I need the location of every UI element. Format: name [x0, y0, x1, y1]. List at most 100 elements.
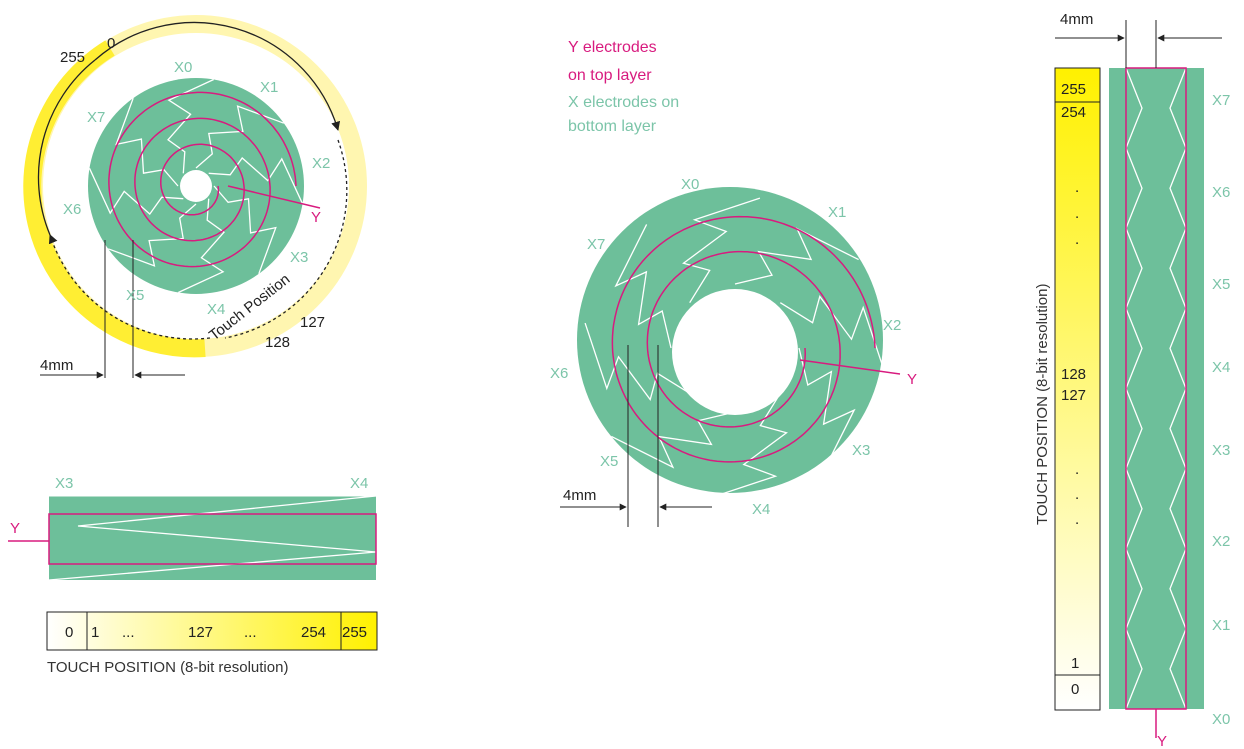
wheel-zigzag	[107, 203, 197, 267]
wheel-dimension-label: 4mm	[40, 357, 73, 374]
wheel-spiral-path	[108, 91, 297, 268]
vslider-label-x3: X3	[1212, 442, 1230, 459]
arrow-clockwise-top	[94, 21, 341, 131]
hslider-scale-1: 1	[91, 624, 99, 641]
wheel-zigzag	[195, 105, 285, 169]
vslider-label-x5: X5	[1212, 276, 1230, 293]
legend: Y electrodes on top layer X electrodes o…	[568, 39, 679, 135]
ring-zigzag	[709, 392, 788, 499]
ring-zigzag	[611, 411, 736, 469]
ring-labels: X0 X1 X2 X3 X4 X5 X6 X7 Y 4mm	[550, 176, 917, 518]
wheel-label-y: Y	[311, 209, 321, 226]
wheel-label-x0: X0	[174, 59, 192, 76]
wheel-label-x5: X5	[126, 287, 144, 304]
hslider-scale-bar	[46, 611, 378, 651]
legend-y-line2: on top layer	[568, 67, 652, 84]
legend-y-line1: Y electrodes	[568, 39, 657, 56]
wheel-zigzag-lines	[88, 78, 304, 294]
ring-label-x3: X3	[852, 442, 870, 459]
vslider-scale-127: 127	[1061, 387, 1086, 404]
vslider-caption: TOUCH POSITION (8-bit resolution)	[1034, 284, 1051, 525]
vslider-label-x4: X4	[1212, 359, 1230, 376]
legend-x-line2: bottom layer	[568, 118, 657, 135]
ring-label-x6: X6	[550, 365, 568, 382]
ring-zigzag	[614, 224, 672, 349]
wheel-label-x1: X1	[260, 79, 278, 96]
ring-dimension-label: 4mm	[563, 487, 596, 504]
vslider-scale-254: 254	[1061, 104, 1086, 121]
ring-spiral-path	[611, 215, 876, 463]
hslider-scale-254: 254	[301, 624, 326, 641]
wheel-slider-diagram	[23, 15, 367, 379]
vslider-label-y: Y	[1157, 733, 1167, 749]
wheel-label-x6: X6	[63, 201, 81, 218]
arrow-dashed-right	[224, 139, 348, 339]
ring-label-x7: X7	[587, 236, 605, 253]
ring-center-hole	[672, 289, 798, 415]
wheel-y-spiral	[108, 91, 297, 268]
wheel-pos-127: 127	[300, 314, 325, 331]
wheel-pos-128: 128	[265, 334, 290, 351]
vslider-electrode	[1109, 68, 1204, 709]
ring-zigzag-lines	[584, 197, 886, 499]
vslider-label-x7: X7	[1212, 92, 1230, 109]
wheel-pos-end: 255	[60, 49, 85, 66]
vslider-label-x6: X6	[1212, 184, 1230, 201]
wheel-label-x2: X2	[312, 155, 330, 172]
hslider-label-x3: X3	[55, 475, 73, 492]
vslider-scale-0: 0	[1071, 681, 1079, 698]
wheel-zigzag	[208, 157, 304, 204]
ring-slider-diagram	[560, 187, 901, 527]
arrow-dashed-bottom	[49, 234, 211, 340]
ring-zigzag	[584, 322, 691, 401]
ring-y-lead	[799, 359, 901, 375]
hslider-scale-dots-b: ...	[244, 624, 257, 641]
ring-zigzag	[798, 347, 856, 472]
vslider-scale-bar	[1054, 67, 1101, 711]
wheel-zigzag	[115, 97, 179, 187]
wheel-zigzag	[213, 185, 277, 275]
hslider-labels: X3 X4 Y 0 1 ... 127 ... 254 255 TOUCH PO…	[10, 475, 368, 676]
vslider-label-x2: X2	[1212, 533, 1230, 550]
vslider-label-x0: X0	[1212, 711, 1230, 728]
wheel-zigzag	[88, 168, 184, 215]
ring-y-spiral	[611, 215, 876, 463]
vslider-labels: 4mm X7 X6 X5 X4 X3 X2 X1 X0 Y 255 254 . …	[1034, 11, 1230, 749]
vslider-scale-1: 1	[1071, 655, 1079, 672]
wheel-label-x4: X4	[207, 301, 225, 318]
vslider-label-x1: X1	[1212, 617, 1230, 634]
wheel-zigzag	[178, 198, 225, 294]
hslider-zigzag	[48, 495, 377, 581]
vertical-slider-diagram	[1054, 20, 1222, 738]
hslider-scale-0: 0	[65, 624, 73, 641]
hslider-scale-255: 255	[342, 624, 367, 641]
hslider-scale-dots-a: ...	[122, 624, 135, 641]
ring-label-x5: X5	[600, 453, 618, 470]
vslider-scale-255: 255	[1061, 81, 1086, 98]
wheel-center-hole	[180, 170, 212, 202]
ring-label-x4: X4	[752, 501, 770, 518]
ring-label-x1: X1	[828, 204, 846, 221]
wheel-label-x7: X7	[87, 109, 105, 126]
wheel-label-x3: X3	[290, 249, 308, 266]
vslider-dot-3: .	[1075, 231, 1079, 248]
horizontal-slider-diagram	[8, 495, 378, 651]
legend-x-line1: X electrodes on	[568, 94, 679, 111]
vslider-dot-2: .	[1075, 205, 1079, 222]
ring-label-x0: X0	[681, 176, 699, 193]
wheel-pos-start: 0	[107, 35, 115, 52]
wheel-y-lead	[227, 185, 321, 209]
vslider-dot-6: .	[1075, 511, 1079, 528]
hslider-label-x4: X4	[350, 475, 368, 492]
touch-band-strong	[23, 40, 206, 358]
hslider-scale-127: 127	[188, 624, 213, 641]
vslider-scale-128: 128	[1061, 366, 1086, 383]
arrow-left-up	[37, 59, 96, 245]
hslider-y-electrode	[48, 513, 377, 565]
hslider-caption: TOUCH POSITION (8-bit resolution)	[47, 659, 288, 676]
vslider-dot-1: .	[1075, 179, 1079, 196]
vslider-dot-4: .	[1075, 461, 1079, 478]
ring-label-y: Y	[907, 371, 917, 388]
wheel-zigzag	[167, 78, 214, 174]
